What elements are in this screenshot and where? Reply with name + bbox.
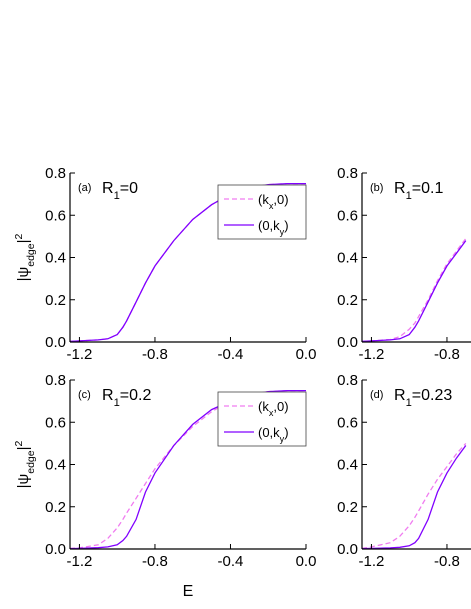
y-tick-label: 0.2 <box>45 499 66 516</box>
y-axis-label: |ψedge|2 <box>13 233 37 281</box>
legend-label: (0,ky) <box>258 425 289 444</box>
legend-box <box>217 391 307 447</box>
y-tick-label: 0.0 <box>337 334 358 351</box>
panel: 0.0 0.2 0.4 0.6 0.8 -1.2 -0.8 -0.4 0.0 (a) R1=0 |ψe… <box>13 165 316 363</box>
x-tick-label: -0.8 <box>434 346 460 363</box>
data-line <box>361 445 467 550</box>
y-tick-label: 0.6 <box>337 207 358 224</box>
legend-label: (kx,0) <box>258 399 289 418</box>
panel-label: (a) <box>78 182 91 194</box>
x-tick-label: -0.8 <box>142 346 168 363</box>
y-tick-label: 0.2 <box>45 292 66 309</box>
y-tick-label: 0.6 <box>45 207 66 224</box>
y-tick-label: 0.0 <box>45 541 66 558</box>
annotation: R1=0.2 <box>102 387 151 409</box>
y-tick-label: 0.8 <box>45 165 66 182</box>
panel-label: (b) <box>370 182 383 194</box>
y-tick-label: 0.0 <box>45 334 66 351</box>
annotation: R1=0.23 <box>394 387 452 409</box>
x-tick-label: -0.8 <box>142 553 168 570</box>
legend-label: (0,ky) <box>258 218 289 237</box>
x-axis-label: E <box>183 583 194 600</box>
y-tick-label: 0.2 <box>337 292 358 309</box>
panel: 0.0 0.2 0.4 0.6 0.8 -1.2 -0.8 (d) R1=0.23 <box>337 372 471 570</box>
x-tick-label: 0.0 <box>296 553 317 570</box>
x-tick-label: -0.4 <box>218 553 244 570</box>
annotation: R1=0.1 <box>394 180 443 202</box>
x-tick-label: 0.0 <box>296 346 317 363</box>
annotation: R1=0 <box>102 180 138 202</box>
x-tick-label: -1.2 <box>67 346 93 363</box>
legend-label: (kx,0) <box>258 192 289 211</box>
y-tick-label: 0.8 <box>337 165 358 182</box>
y-axis-label: |ψedge|2 <box>13 440 37 488</box>
y-tick-label: 0.8 <box>45 372 66 389</box>
y-tick-label: 0.4 <box>45 457 66 474</box>
y-tick-label: 0.8 <box>337 372 358 389</box>
x-tick-label: -0.4 <box>218 346 244 363</box>
data-line <box>361 442 467 550</box>
y-tick-label: 0.4 <box>337 457 358 474</box>
y-tick-label: 0.4 <box>45 250 66 267</box>
legend-box <box>217 184 307 240</box>
y-tick-label: 0.2 <box>337 499 358 516</box>
x-tick-label: -1.2 <box>67 553 93 570</box>
x-tick-label: -1.2 <box>359 346 385 363</box>
y-tick-label: 0.0 <box>337 541 358 558</box>
panel: 0.0 0.2 0.4 0.6 0.8 -1.2 -0.8 (b) R1=0.1 <box>337 165 471 363</box>
x-tick-label: -1.2 <box>359 553 385 570</box>
panel: 0.0 0.2 0.4 0.6 0.8 -1.2 -0.8 -0.4 0.0 (c) R1=0.2 |… <box>13 372 316 600</box>
panel-label: (c) <box>78 389 91 401</box>
data-line <box>361 240 467 343</box>
y-tick-label: 0.6 <box>45 414 66 431</box>
y-tick-label: 0.4 <box>337 250 358 267</box>
panel-label: (d) <box>370 389 383 401</box>
x-tick-label: -0.8 <box>434 553 460 570</box>
y-tick-label: 0.6 <box>337 414 358 431</box>
data-line <box>361 238 467 343</box>
